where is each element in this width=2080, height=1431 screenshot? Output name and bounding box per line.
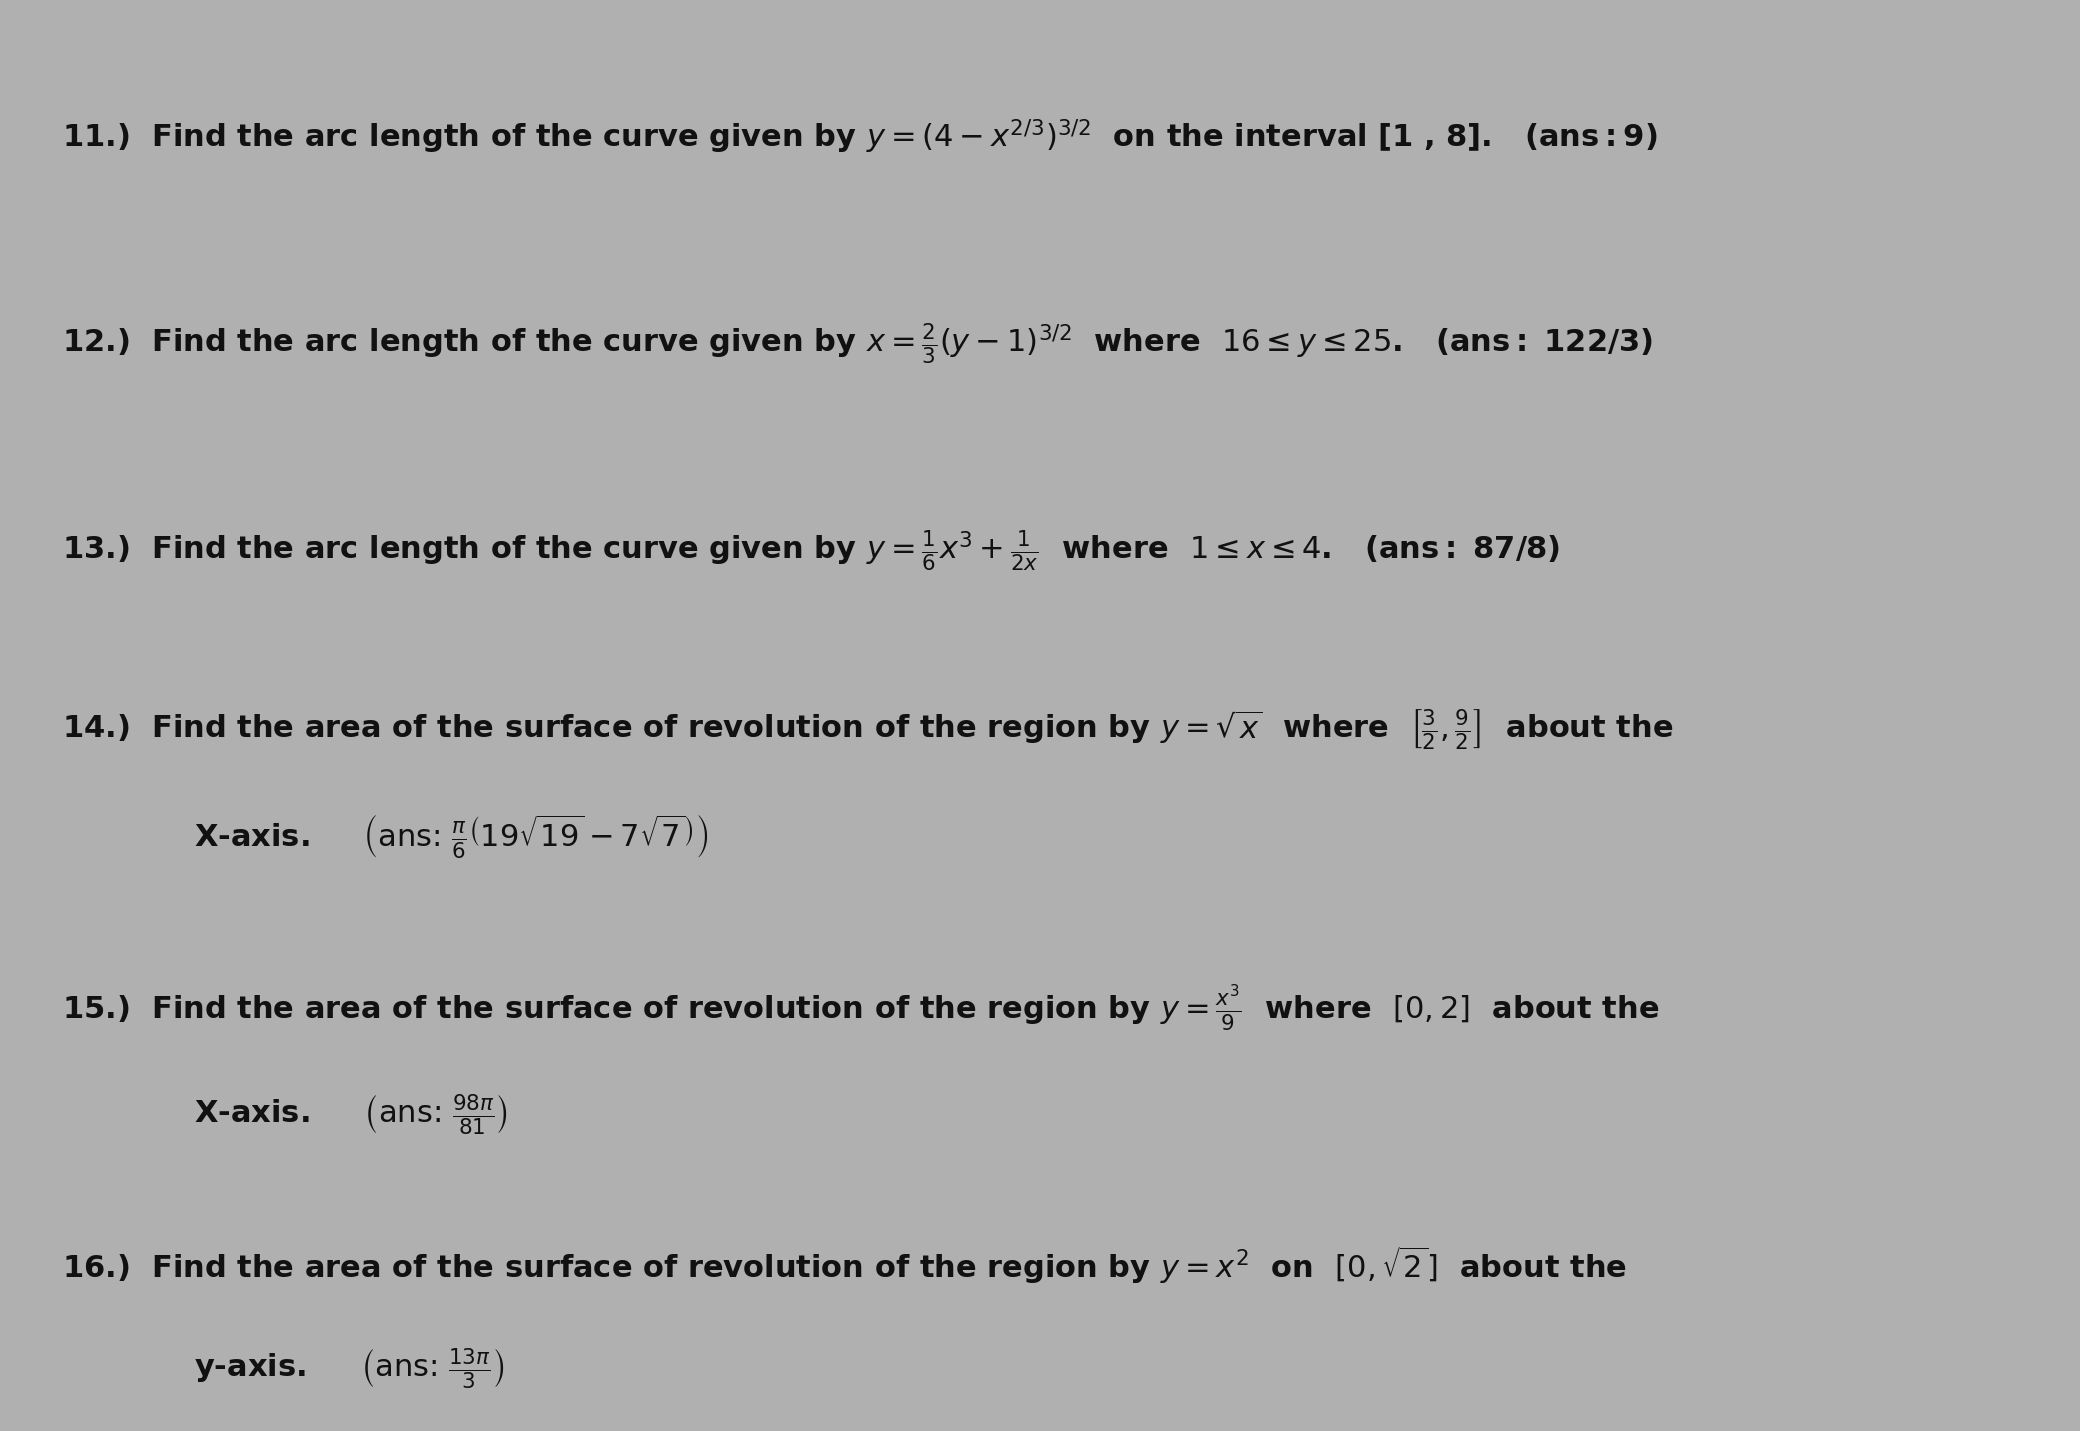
Text: X-axis.     $\left(\text{ans: } \frac{98\pi}{81}\right)$: X-axis. $\left(\text{ans: } \frac{98\pi}… <box>193 1093 508 1138</box>
Text: 11.)  Find the arc length of the curve given by $y = \left(4 - x^{2/3}\right)^{3: 11.) Find the arc length of the curve gi… <box>62 117 1658 156</box>
Text: 15.)  Find the area of the surface of revolution of the region by $y = \frac{x^3: 15.) Find the area of the surface of rev… <box>62 983 1660 1033</box>
Text: y-axis.     $\left(\text{ans: } \frac{13\pi}{3}\right)$: y-axis. $\left(\text{ans: } \frac{13\pi}… <box>193 1347 505 1392</box>
Text: 14.)  Find the area of the surface of revolution of the region by $y = \sqrt{x}$: 14.) Find the area of the surface of rev… <box>62 707 1674 753</box>
Text: 16.)  Find the area of the surface of revolution of the region by $y = x^2$  on : 16.) Find the area of the surface of rev… <box>62 1245 1627 1286</box>
Text: 12.)  Find the arc length of the curve given by $x = \frac{2}{3}(y - 1)^{3/2}$  : 12.) Find the arc length of the curve gi… <box>62 322 1654 366</box>
Text: 13.)  Find the arc length of the curve given by $y = \frac{1}{6}x^3 + \frac{1}{2: 13.) Find the arc length of the curve gi… <box>62 528 1560 574</box>
Text: X-axis.     $\left(\text{ans: } \frac{\pi}{6}\left(19\sqrt{19} - 7\sqrt{7}\right: X-axis. $\left(\text{ans: } \frac{\pi}{6… <box>193 813 709 861</box>
